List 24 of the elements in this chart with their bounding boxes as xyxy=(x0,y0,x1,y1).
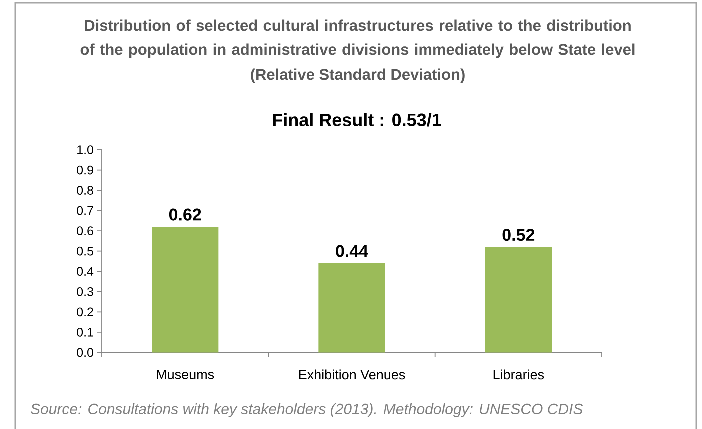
y-tick-label: 1.0 xyxy=(78,146,94,154)
y-tick-label: 0.1 xyxy=(77,328,94,337)
x-tick-label: Exhibition Venues xyxy=(299,370,406,380)
y-tick-label: 0.0 xyxy=(77,348,94,358)
text: Final Result : 0.53/1 xyxy=(273,113,442,127)
y-tick-label: 0.5 xyxy=(77,246,94,256)
source-note: Source: Consultations with key stakeholders (2013). Methodology: UNESCO CDIS xyxy=(30,404,584,418)
bar xyxy=(318,264,386,353)
y-tick-label: 0.6 xyxy=(77,226,94,236)
x-tick-label: Libraries xyxy=(494,370,544,380)
y-tick-label: 0.9 xyxy=(77,166,94,175)
y-tick-label: 0.3 xyxy=(77,287,94,296)
y-tick-label: 0.8 xyxy=(77,186,94,195)
data-label: 0.62 xyxy=(169,208,202,221)
bar xyxy=(152,227,219,353)
chart-subtitle: (Relative Standard Deviation) xyxy=(251,68,465,84)
y-tick-label: 0.4 xyxy=(77,267,94,276)
data-label: 0.52 xyxy=(502,229,535,242)
data-label: 0.44 xyxy=(336,245,368,258)
y-tick-label: 0.2 xyxy=(77,308,94,317)
y-tick-label: 0.7 xyxy=(77,206,94,216)
chart-title: Distribution of selected cultural infrastructures relative to the distribution of the population in administrative divisions immediately below State level xyxy=(80,20,635,58)
x-tick-label: Museums xyxy=(157,370,214,380)
bar xyxy=(485,247,552,353)
